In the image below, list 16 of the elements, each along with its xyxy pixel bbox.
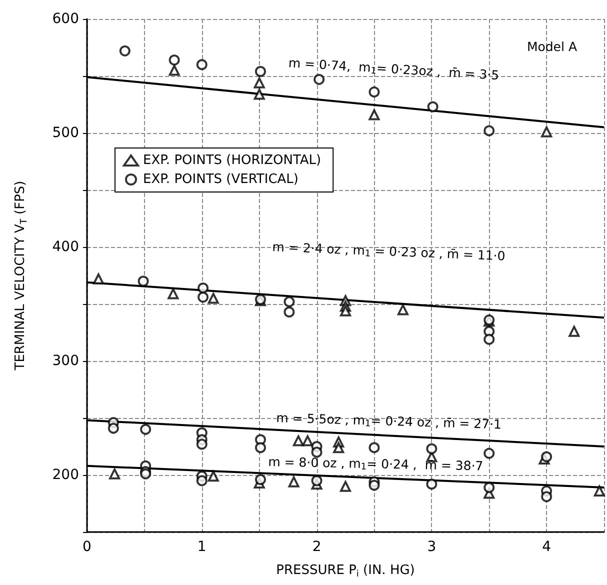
annotation: m = 0·74, m1= 0·23oz , m̄ = 3·5 xyxy=(288,55,500,83)
x-tick-label: 2 xyxy=(312,539,322,555)
x-tick-label: 0 xyxy=(82,539,92,555)
y-tick-label: 400 xyxy=(52,239,79,255)
legend-label: EXP. POINTS (VERTICAL) xyxy=(143,172,298,187)
x-tick-label: 1 xyxy=(197,539,206,555)
annotation: Model A xyxy=(526,39,578,54)
legend-label: EXP. POINTS (HORIZONTAL) xyxy=(143,153,322,168)
annotation: m = 2·4 oz , m1 = 0·23 oz , m̄ = 11·0 xyxy=(272,239,506,264)
y-axis-title: TERMINAL VELOCITY VT (FPS) xyxy=(13,180,30,372)
y-tick-label: 500 xyxy=(52,125,79,141)
x-tick-label: 4 xyxy=(542,539,552,555)
y-tick-label: 300 xyxy=(52,353,79,369)
y-tick-label: 600 xyxy=(52,11,79,27)
y-tick-label: 200 xyxy=(52,467,79,483)
x-tick-label: 3 xyxy=(427,539,436,555)
